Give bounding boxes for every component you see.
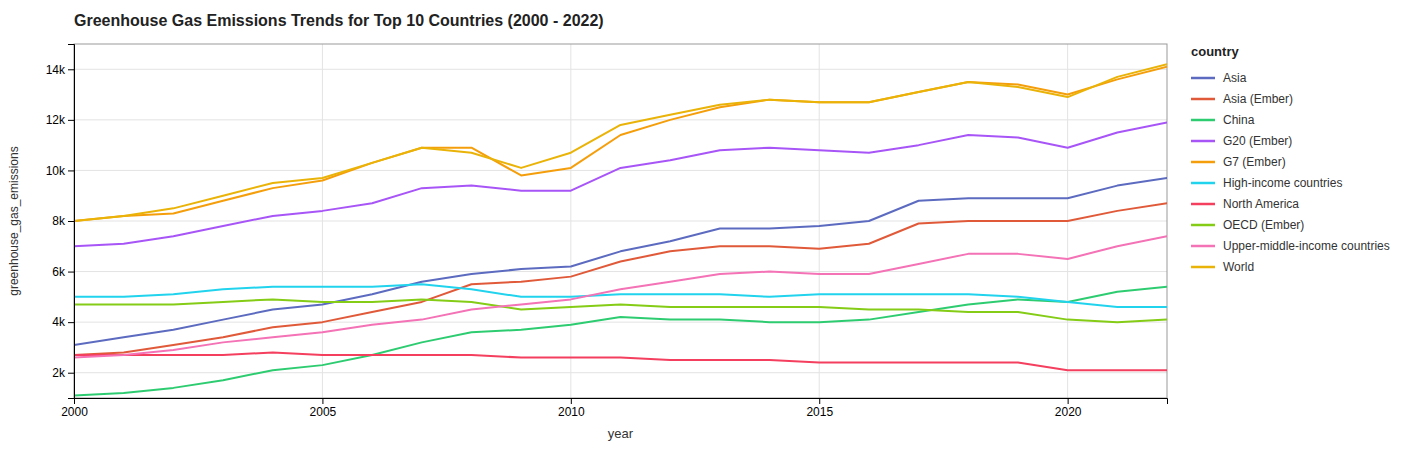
legend-item: G7 (Ember) [1191,155,1286,169]
legend-item: OECD (Ember) [1191,218,1304,232]
grid-line-y [74,322,1167,323]
legend-swatch [1191,140,1215,143]
series-line [74,64,1167,221]
x-tick: 2020 [1055,398,1082,419]
legend-item: North America [1191,197,1299,211]
x-tick: 2015 [806,398,833,419]
y-tick-mark [68,170,74,171]
legend-item: Asia [1191,71,1247,85]
grid-line-y [74,271,1167,272]
x-tick: 2010 [558,398,585,419]
x-tick-label: 2005 [310,405,337,419]
y-tick: 8k [52,214,74,228]
legend-title: country [1191,44,1239,59]
x-tick-label: 2010 [558,405,585,419]
y-tick: 10k [46,164,74,178]
chart-title: Greenhouse Gas Emissions Trends for Top … [74,12,604,29]
x-tick-label: 2000 [61,405,88,419]
legend-label: Upper-middle-income countries [1223,239,1390,253]
legend-swatch [1191,203,1215,206]
legend-swatch [1191,77,1215,80]
y-tick-mark [68,221,74,222]
legend-swatch [1191,182,1215,185]
legend: country Asia Asia (Ember) China G20 (Ember) G… [1191,44,1390,274]
y-axis: 2k 4k 6k 8k 10k 12k 14k [46,45,75,399]
y-axis-title: greenhouse_gas_emissions [7,146,21,295]
y-tick: 12k [46,113,74,127]
legend-label: North America [1223,197,1299,211]
series-line [74,299,1167,322]
x-axis: 2000 2005 2010 2015 2020 [61,398,1167,419]
series-line [74,67,1167,221]
legend-swatch [1191,119,1215,122]
y-tick: 14k [46,63,74,77]
grid-line-y [74,170,1167,171]
x-tick: 2005 [310,398,337,419]
plot: 2000 2005 2010 2015 2020 2k 4k 6k 8k 10k 12k 14k [46,44,1168,419]
legend-swatch [1191,245,1215,248]
grid [74,44,1167,398]
grid-line-x [322,44,323,398]
y-tick-mark [68,120,74,121]
grid-line-x [570,44,571,398]
x-tick-mark [1068,398,1069,404]
y-tick: 4k [52,315,74,329]
x-tick-label: 2020 [1055,405,1082,419]
legend-label: G7 (Ember) [1223,155,1286,169]
x-tick-mark [819,398,820,404]
y-tick: 6k [52,265,74,279]
grid-line-x [819,44,820,398]
legend-swatch [1191,266,1215,269]
legend-item: World [1191,260,1254,274]
x-axis-title: year [608,426,634,441]
lines [74,64,1167,395]
grid-line-y [74,119,1167,120]
y-tick-mark [68,373,74,374]
y-tick-label: 12k [46,113,66,127]
y-tick-label: 2k [52,366,66,380]
series-line [74,236,1167,357]
chart: 2000 2005 2010 2015 2020 2k 4k 6k 8k 10k 12k 14k yea… [0,0,1417,450]
x-tick-mark [571,398,572,404]
y-tick-label: 10k [46,164,66,178]
legend-item: G20 (Ember) [1191,134,1292,148]
legend-label: Asia (Ember) [1223,92,1293,106]
legend-swatch [1191,161,1215,164]
legend-swatch [1191,98,1215,101]
legend-label: World [1223,260,1254,274]
x-tick: 2000 [61,398,88,419]
y-axis-line [68,45,75,399]
x-tick-mark [322,398,323,404]
y-tick-label: 8k [52,214,66,228]
x-tick-label: 2015 [806,405,833,419]
legend-item: High-income countries [1191,176,1342,190]
y-tick: 2k [52,366,74,380]
y-tick-mark [68,69,74,70]
series-line [74,122,1167,246]
legend-item: Upper-middle-income countries [1191,239,1390,253]
grid-line-y [74,372,1167,373]
y-tick-mark [68,322,74,323]
y-tick-label: 4k [52,315,66,329]
legend-item: China [1191,113,1255,127]
legend-label: China [1223,113,1255,127]
legend-label: OECD (Ember) [1223,218,1304,232]
grid-line-y [74,69,1167,70]
legend-label: G20 (Ember) [1223,134,1292,148]
y-tick-label: 14k [46,63,66,77]
series-line [74,352,1167,370]
y-tick-label: 6k [52,265,66,279]
legend-label: Asia [1223,71,1247,85]
legend-swatch [1191,224,1215,227]
series-line [74,203,1167,355]
plot-frame [74,44,1167,398]
legend-item: Asia (Ember) [1191,92,1293,106]
legend-label: High-income countries [1223,176,1342,190]
x-axis-line [75,399,1168,405]
y-tick-mark [68,272,74,273]
